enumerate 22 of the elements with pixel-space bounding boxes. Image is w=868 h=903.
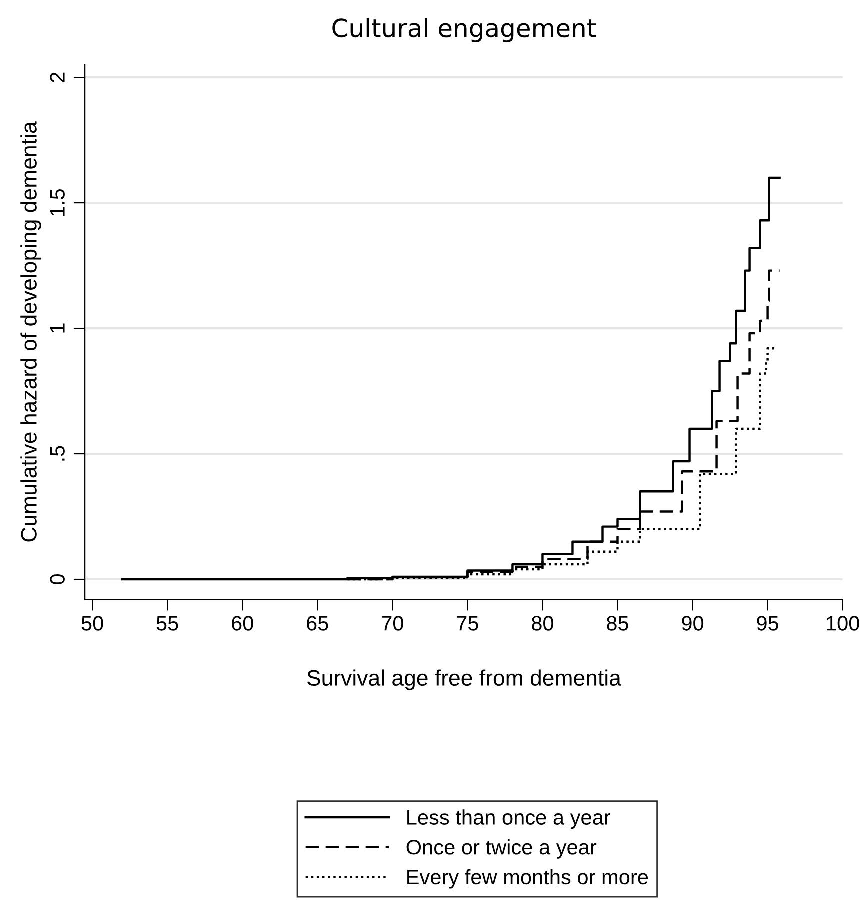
x-tick-label: 90 [682, 616, 704, 631]
x-tick-label: 60 [232, 616, 254, 631]
legend-label: Once or twice a year [406, 840, 597, 859]
legend-label: Less than once a year [408, 810, 610, 830]
x-tick-label: 50 [82, 616, 104, 631]
y-tick-label: 0 [50, 574, 65, 584]
legend-label: Every few months or more [408, 869, 648, 889]
x-tick-label: 95 [757, 616, 779, 631]
x-axis-title: Survival age free from dementia [307, 670, 622, 690]
x-tick-label: 65 [307, 616, 328, 631]
y-tick-label: 2 [50, 72, 65, 82]
y-tick-label: 1.5 [50, 189, 65, 216]
x-tick-label: 55 [156, 616, 178, 631]
x-tick-label: 85 [607, 616, 628, 631]
y-tick-label: .5 [50, 446, 65, 461]
x-tick-label: 100 [827, 616, 860, 631]
x-tick-label: 75 [457, 616, 478, 631]
x-tick-label: 70 [382, 616, 404, 631]
chart-title: Cultural engagement [332, 18, 596, 42]
y-tick-label: 1 [50, 324, 65, 333]
y-axis-title: Cumulative hazard of developing dementia [20, 122, 42, 542]
x-tick-label: 80 [532, 616, 554, 631]
